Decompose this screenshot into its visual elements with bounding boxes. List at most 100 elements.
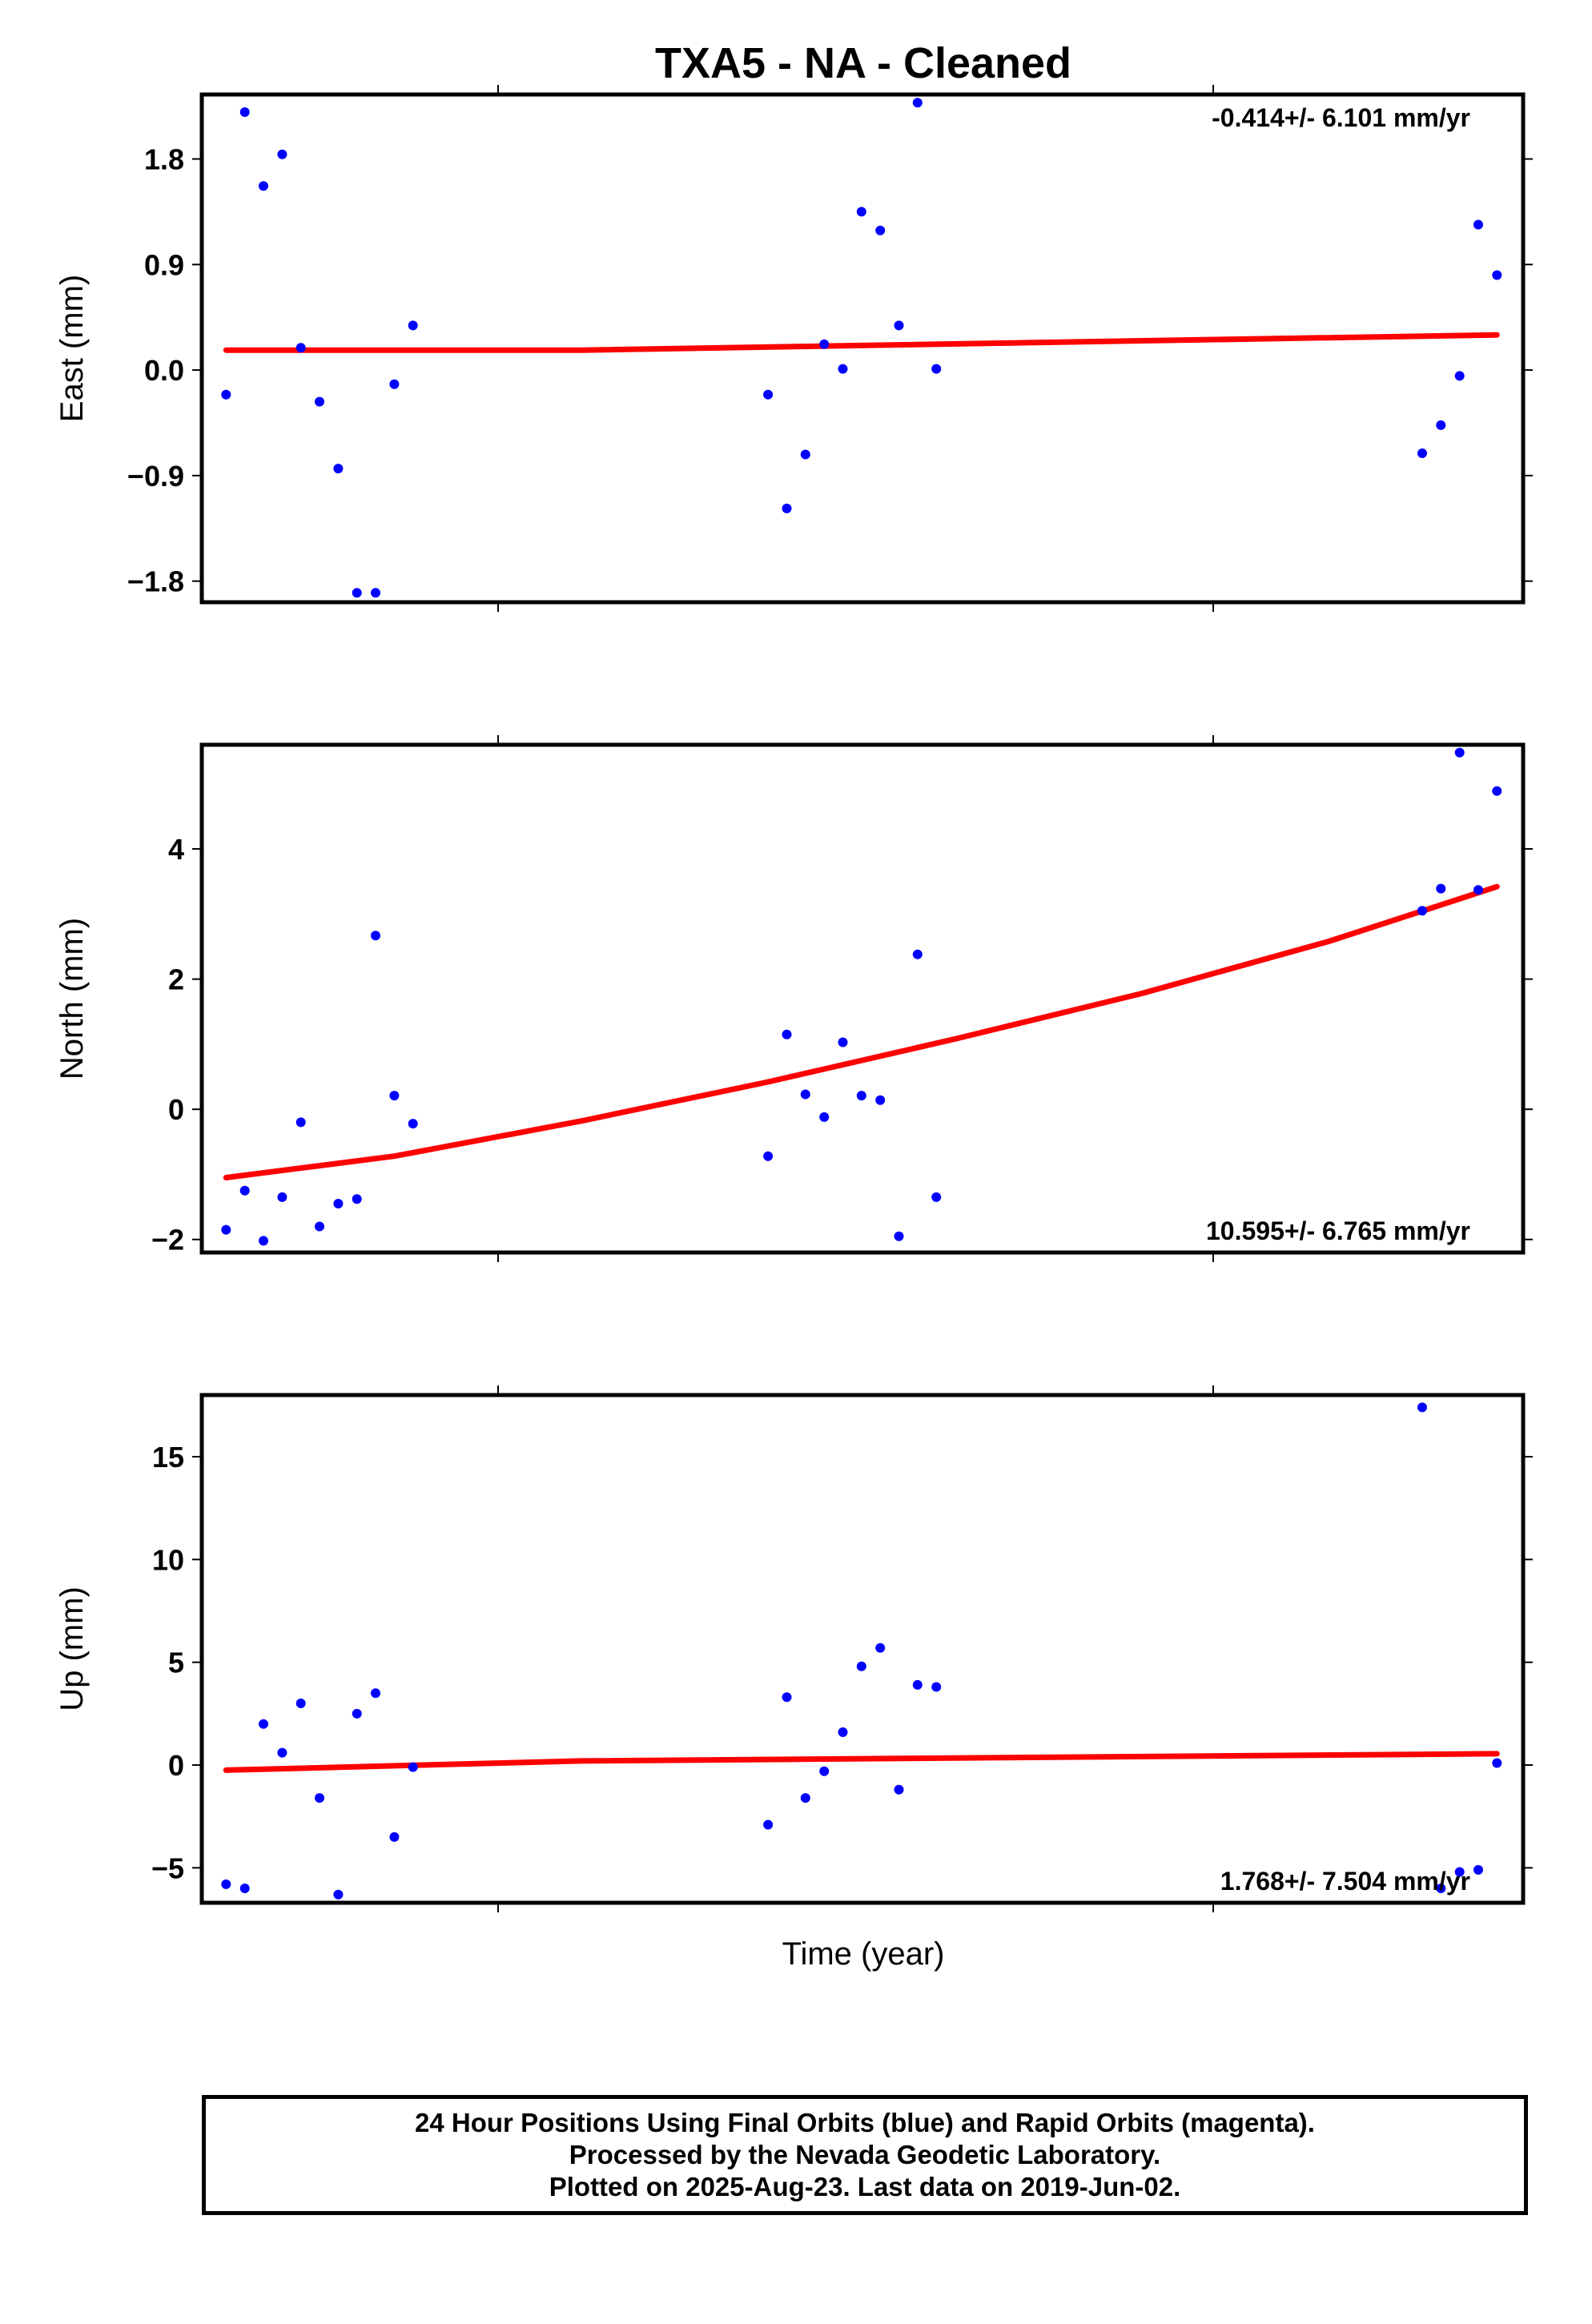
footer-line-1: 24 Hour Positions Using Final Orbits (bl… [415, 2108, 1315, 2137]
data-point [838, 1037, 848, 1047]
data-point [239, 1884, 250, 1893]
y-tick-label: −0.9 [127, 460, 184, 493]
north-panel: 4 2 0 −2 North (mm) 10.595+/- 6.765 mm/yr [54, 735, 1533, 1262]
data-point [295, 1699, 306, 1708]
data-point [239, 1185, 250, 1196]
y-tick-label: 5 [168, 1647, 184, 1679]
data-point [259, 1719, 268, 1729]
data-point [856, 1091, 866, 1101]
y-tick-label: 0 [168, 1093, 184, 1126]
data-point [371, 1688, 380, 1699]
y-tick-label: 2 [168, 963, 184, 996]
data-point [352, 588, 362, 598]
data-point [1473, 1864, 1483, 1875]
data-point [259, 1236, 268, 1246]
footer-line-2: Processed by the Nevada Geodetic Laborat… [569, 2140, 1161, 2169]
plot-frame [199, 1393, 1526, 1905]
data-point [295, 343, 306, 353]
data-point [221, 1224, 231, 1235]
data-point [894, 1784, 904, 1795]
y-tick-label: −1.8 [127, 565, 184, 598]
data-point [1436, 420, 1446, 430]
data-point [819, 339, 830, 349]
data-point [782, 1029, 792, 1039]
figure-title: TXA5 - NA - Cleaned [655, 39, 1071, 87]
data-point [763, 1819, 774, 1830]
data-point [875, 225, 886, 235]
data-point [371, 931, 380, 941]
data-point [295, 1117, 306, 1128]
data-point [856, 207, 866, 217]
data-point [894, 320, 904, 331]
data-point [352, 1708, 362, 1719]
y-tick-label: 4 [168, 833, 184, 866]
data-point [931, 1682, 942, 1692]
data-point [1492, 1758, 1502, 1768]
data-point [1473, 219, 1483, 230]
y-axis-label: Up (mm) [54, 1586, 90, 1711]
data-point [1417, 1402, 1427, 1413]
data-point [931, 364, 942, 374]
data-point [352, 1194, 362, 1204]
rate-label: 1.768+/- 7.504 mm/yr [1220, 1867, 1470, 1896]
data-point [838, 1727, 848, 1737]
data-point [408, 320, 418, 331]
data-point [371, 588, 380, 598]
plot-frame [199, 742, 1526, 1255]
data-point [315, 1793, 324, 1803]
data-point [819, 1112, 830, 1122]
data-point [856, 1661, 866, 1671]
data-point [221, 1879, 231, 1889]
y-axis-label: East (mm) [54, 275, 90, 422]
trend-line [223, 332, 1500, 353]
data-point [912, 1679, 923, 1690]
data-point [277, 149, 287, 159]
rate-label: 10.595+/- 6.765 mm/yr [1206, 1216, 1470, 1245]
data-point [838, 364, 848, 374]
data-point [315, 396, 324, 407]
y-tick-label: 1.8 [144, 143, 184, 176]
data-point [333, 1199, 344, 1208]
data-point [763, 389, 774, 400]
rate-label: -0.414+/- 6.101 mm/yr [1212, 103, 1470, 132]
data-point [389, 1091, 400, 1101]
data-point [1454, 1867, 1465, 1877]
data-point [1417, 906, 1427, 916]
data-point [931, 1192, 942, 1202]
east-panel: 1.8 0.9 0.0 −0.9 −1.8 East (mm) -0.414+/- 6.10… [54, 85, 1533, 612]
data-point [408, 1119, 418, 1129]
data-point [389, 379, 400, 389]
data-point [800, 1793, 810, 1803]
y-tick-label: 15 [152, 1441, 184, 1474]
data-point [239, 107, 250, 117]
y-tick-label: 0.9 [144, 248, 184, 281]
y-axis-label: North (mm) [54, 918, 90, 1080]
data-point [333, 464, 344, 474]
up-panel: 15 10 5 0 −5 Up (mm) 1.768+/- 7.504 mm/yr [54, 1385, 1533, 1912]
data-point [1436, 883, 1446, 894]
data-point [277, 1747, 287, 1758]
data-point [894, 1231, 904, 1241]
data-point [1492, 270, 1502, 280]
data-point [1417, 448, 1427, 458]
data-point [408, 1762, 418, 1772]
data-point [221, 389, 231, 400]
y-tick-label: 0 [168, 1749, 184, 1782]
footer-line-3: Plotted on 2025-Aug-23. Last data on 201… [549, 2172, 1181, 2201]
data-point [875, 1642, 886, 1653]
x-axis-label: Time (year) [782, 1936, 945, 1972]
footer-box: 24 Hour Positions Using Final Orbits (bl… [202, 2095, 1528, 2215]
data-point [782, 503, 792, 513]
data-point [763, 1151, 774, 1161]
data-point [912, 949, 923, 959]
data-point [389, 1831, 400, 1842]
data-point [875, 1095, 886, 1105]
y-tick-label: −2 [151, 1224, 184, 1256]
trend-line [223, 1751, 1500, 1773]
data-point [259, 181, 268, 191]
y-tick-label: −5 [151, 1852, 184, 1884]
y-tick-label: 0.0 [144, 354, 184, 387]
data-point [912, 98, 923, 108]
data-point [315, 1221, 324, 1232]
